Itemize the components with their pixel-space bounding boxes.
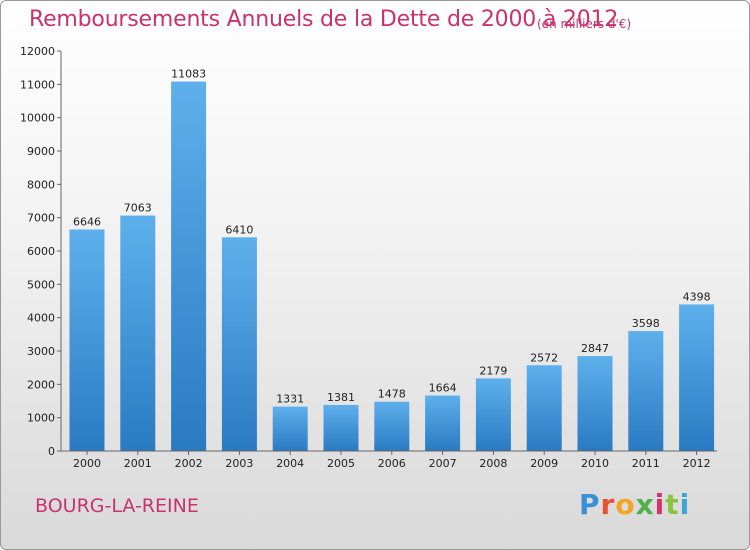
bar xyxy=(120,215,156,451)
y-tick-label: 7000 xyxy=(27,212,55,225)
chart-unit: (en milliers d'€) xyxy=(537,17,632,31)
x-tick-label: 2001 xyxy=(124,457,152,470)
chart-title: Remboursements Annuels de la Dette de 20… xyxy=(29,7,619,32)
bar xyxy=(69,229,105,451)
y-tick-label: 9000 xyxy=(27,145,55,158)
logo-letter: o xyxy=(615,488,636,521)
x-axis: 2000 2001 2002 2003 2004 2005 2006 2007 2008 2009… xyxy=(61,450,717,470)
bar-value-label: 7063 xyxy=(124,202,152,215)
x-tick-label: 2004 xyxy=(276,457,304,470)
bar xyxy=(425,395,461,451)
y-tick-label: 1000 xyxy=(27,412,55,425)
bar-value-label: 6410 xyxy=(225,223,253,236)
y-tick-label: 11000 xyxy=(20,78,55,91)
bar-value-label: 6646 xyxy=(73,215,101,228)
bars: 6646 7063 11083 6410 1331 1381 1478 1664 2179 257… xyxy=(69,68,715,452)
bar-value-label: 3598 xyxy=(632,317,660,330)
bar xyxy=(272,406,308,451)
proxiti-logo: Proxiti xyxy=(579,488,690,521)
logo-letter: i xyxy=(679,488,691,521)
y-tick-label: 8000 xyxy=(27,178,55,191)
bar xyxy=(171,81,207,452)
bar-value-label: 1664 xyxy=(429,382,457,395)
bar-value-label: 4398 xyxy=(683,290,711,303)
bar xyxy=(577,356,613,451)
location-label: BOURG-LA-REINE xyxy=(35,495,199,517)
y-axis: 0 1000 2000 3000 4000 5000 6000 7000 8000 9000 100… xyxy=(20,45,62,458)
logo-letter: t xyxy=(665,488,680,521)
x-tick-label: 2009 xyxy=(530,457,558,470)
y-tick-label: 6000 xyxy=(27,245,55,258)
y-tick-label: 5000 xyxy=(27,278,55,291)
x-tick-label: 2010 xyxy=(581,457,609,470)
x-tick-label: 2000 xyxy=(73,457,101,470)
bar-value-label: 2847 xyxy=(581,342,609,355)
bar xyxy=(221,237,257,451)
bar xyxy=(679,304,715,451)
y-tick-label: 0 xyxy=(48,445,55,458)
bar-value-label: 1331 xyxy=(276,393,304,406)
bar-value-label: 1381 xyxy=(327,391,355,404)
x-tick-label: 2002 xyxy=(175,457,203,470)
logo-letter: x xyxy=(635,488,655,521)
x-tick-label: 2008 xyxy=(479,457,507,470)
x-tick-label: 2006 xyxy=(378,457,406,470)
logo-letter: i xyxy=(654,488,666,521)
x-tick-label: 2007 xyxy=(429,457,457,470)
bar xyxy=(475,378,511,451)
logo-letter: P xyxy=(579,488,601,521)
bar-value-label: 1478 xyxy=(378,388,406,401)
y-tick-label: 12000 xyxy=(20,45,55,58)
bar xyxy=(323,404,359,451)
logo-letter: r xyxy=(600,488,616,521)
y-tick-label: 3000 xyxy=(27,345,55,358)
x-tick-label: 2005 xyxy=(327,457,355,470)
y-tick-label: 2000 xyxy=(27,378,55,391)
x-tick-label: 2003 xyxy=(225,457,253,470)
x-tick-label: 2012 xyxy=(683,457,711,470)
bar-value-label: 2572 xyxy=(530,351,558,364)
x-tick-label: 2011 xyxy=(632,457,660,470)
bar xyxy=(628,331,664,451)
bar-value-label: 2179 xyxy=(479,364,507,377)
bar xyxy=(374,401,410,451)
bar-value-label: 11083 xyxy=(171,68,206,81)
y-tick-label: 10000 xyxy=(20,112,55,125)
bar xyxy=(526,365,562,451)
y-tick-label: 4000 xyxy=(27,312,55,325)
